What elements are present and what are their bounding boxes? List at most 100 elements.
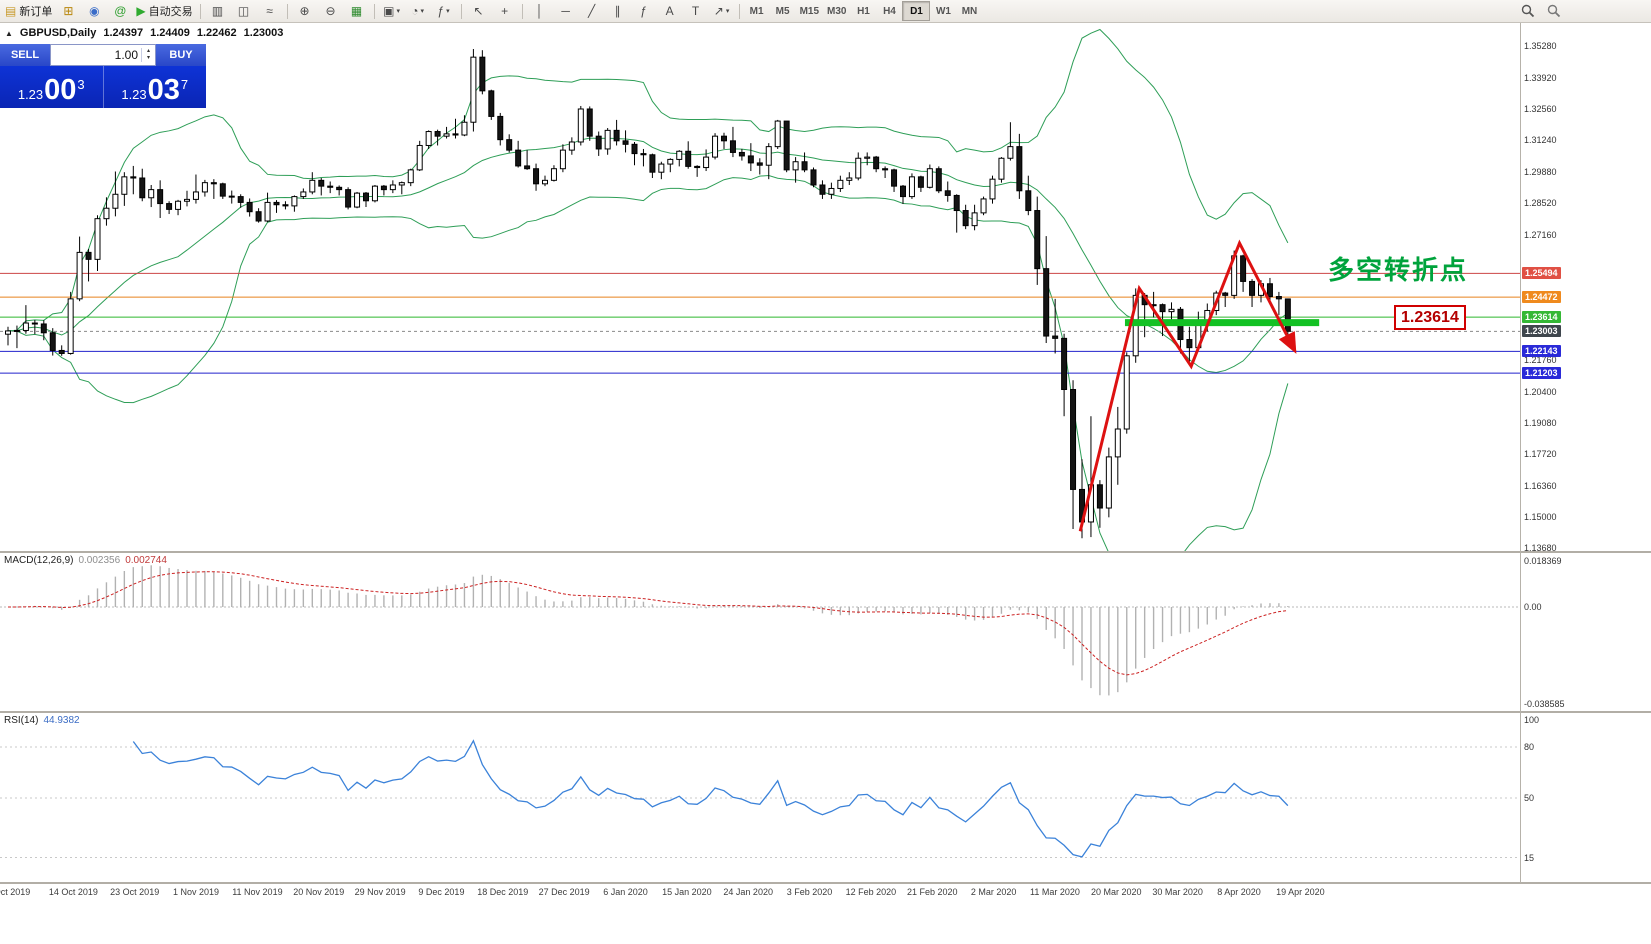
arrows-icon[interactable]: ↗ ▾ (713, 4, 730, 18)
timeframe-m1[interactable]: M1 (749, 5, 764, 17)
axis-label: 80 (1524, 742, 1535, 752)
price-tag: 1.22143 (1522, 345, 1561, 358)
volume-value[interactable]: 1.00 (114, 48, 138, 62)
turning-point-annotation[interactable]: 多空转折点 (1328, 255, 1469, 285)
date-label: 11 Nov 2019 (232, 887, 283, 897)
price-chart[interactable] (0, 23, 1520, 552)
volume-stepper: ▴ ▾ (141, 48, 155, 62)
autotrading-button[interactable]: ▶ 自动交易 (136, 4, 193, 18)
level-price-label[interactable]: 1.23614 (1394, 305, 1466, 330)
navigator-icon[interactable]: ◉ (81, 1, 107, 21)
axis-label: 1.19080 (1524, 417, 1557, 428)
arrows-icon: ↗ (713, 4, 724, 18)
price-tag: 1.23614 (1522, 311, 1561, 324)
date-label: Oct 2019 (0, 887, 31, 897)
charts-grid-icon[interactable]: ⊞ (55, 1, 81, 21)
sell-button[interactable]: SELL (0, 44, 50, 66)
volume-field[interactable]: 1.00 ▴ ▾ (50, 44, 156, 66)
timeframe-mn[interactable]: MN (961, 5, 978, 17)
indicators-icon[interactable]: ƒ ▾ (437, 4, 450, 18)
one-click-toggle-icon[interactable]: ▲ (5, 28, 13, 38)
axis-label: 0.00 (1524, 602, 1542, 612)
horizontal-line-icon[interactable]: ─ (553, 1, 579, 21)
volume-up-icon[interactable]: ▴ (146, 48, 150, 54)
new-chart-icon: ▣ (383, 4, 395, 18)
line-chart-icon[interactable]: ≈ (257, 1, 283, 21)
axis-label: 1.35280 (1524, 41, 1557, 51)
macd-value-main: 0.002356 (78, 555, 121, 566)
axis-label: 1.17720 (1524, 449, 1557, 460)
date-label: 20 Nov 2019 (293, 887, 345, 897)
cursor-icon: ↖ (473, 4, 484, 18)
profiles-icon[interactable]: ◔ ▾ (411, 4, 424, 18)
ohlc-high: 1.24409 (150, 27, 190, 39)
ohlc-open: 1.24397 (103, 27, 144, 39)
new-order-button: ▤ (5, 4, 17, 18)
text-label-icon[interactable]: T (683, 1, 709, 21)
candlestick-chart-icon[interactable]: ◫ (231, 1, 257, 21)
timeframe-h4[interactable]: H4 (883, 5, 896, 17)
date-label: 19 Apr 2020 (1276, 887, 1325, 897)
tile-windows-icon: ▦ (350, 4, 363, 18)
buy-button[interactable]: BUY (156, 44, 206, 66)
cursor-icon[interactable]: ↖ (466, 1, 492, 21)
trendline-icon[interactable]: ╱ (579, 1, 605, 21)
bar-chart-icon[interactable]: ▥ (205, 1, 231, 21)
axis-label: 50 (1524, 793, 1535, 803)
panel-separator[interactable] (0, 711, 1651, 713)
buy-price[interactable]: 1.23 03 7 (102, 66, 207, 108)
timeframe-m15[interactable]: M15 (799, 5, 820, 17)
terminal-icon[interactable]: @ (107, 1, 133, 21)
price-axis[interactable]: 1.35280 1.33920 1.32560 1.31240 1.29880 1.285… (1521, 0, 1651, 944)
text-icon[interactable]: A (657, 1, 683, 21)
axis-label: 1.13680 (1524, 543, 1557, 553)
date-label: 18 Dec 2019 (477, 887, 529, 897)
zoom-magnifier-icon[interactable] (1544, 1, 1564, 21)
date-label: 24 Jan 2020 (723, 887, 773, 897)
date-axis[interactable]: Oct 2019 14 Oct 2019 23 Oct 2019 1 Nov 2019… (0, 884, 1520, 902)
volume-down-icon[interactable]: ▾ (146, 55, 150, 61)
text-label-icon: T (691, 4, 700, 18)
zoom-out-icon[interactable]: ⊖ (318, 1, 344, 21)
navigator-icon: ◉ (89, 4, 100, 18)
timeframe-d1[interactable]: D1 (902, 1, 931, 21)
rsi-name: RSI(14) (4, 715, 39, 726)
date-label: 21 Feb 2020 (906, 887, 958, 897)
search-magnifier-icon[interactable] (1518, 1, 1538, 21)
timeframe-h1[interactable]: H1 (857, 5, 870, 17)
date-label: 20 Mar 2020 (1091, 887, 1142, 897)
new-order-button[interactable]: ▤ 新订单 (5, 4, 53, 18)
date-label: 12 Feb 2020 (845, 887, 897, 897)
date-label: 29 Nov 2019 (354, 887, 406, 897)
axis-label: 1.16360 (1524, 480, 1557, 491)
sell-price[interactable]: 1.23 00 3 (0, 66, 103, 108)
terminal-icon: @ (114, 4, 127, 18)
timeframe-m5[interactable]: M5 (775, 5, 790, 17)
price-tag: 1.23003 (1522, 325, 1561, 338)
crosshair-icon[interactable]: + (492, 1, 518, 21)
timeframe-w1[interactable]: W1 (935, 5, 951, 17)
zoom-in-icon[interactable]: ⊕ (292, 1, 318, 21)
date-label: 9 Dec 2019 (418, 887, 465, 897)
rsi-chart[interactable] (0, 712, 1520, 883)
tile-windows-icon[interactable]: ▦ (344, 1, 370, 21)
panel-separator[interactable] (0, 551, 1651, 553)
date-label: 11 Mar 2020 (1030, 887, 1080, 897)
axis-label: 1.31240 (1524, 134, 1557, 145)
fibonacci-icon: ƒ (640, 4, 647, 18)
ohlc-close: 1.23003 (243, 27, 284, 39)
buy-price-big: 03 (147, 74, 180, 106)
indicators-icon: ƒ (437, 4, 445, 18)
fibonacci-icon[interactable]: ƒ (631, 1, 657, 21)
vertical-line-icon[interactable]: │ (527, 1, 553, 21)
panel-separator[interactable] (0, 882, 1651, 884)
sell-price-sup: 3 (77, 77, 85, 92)
new-chart-icon[interactable]: ▣ ▾ (383, 4, 400, 18)
macd-chart[interactable] (0, 552, 1520, 712)
axis-label: 1.28520 (1524, 198, 1557, 209)
buy-price-small: 1.23 (121, 87, 147, 102)
sell-price-small: 1.23 (17, 87, 44, 102)
timeframe-m30[interactable]: M30 (827, 5, 847, 17)
channel-icon[interactable]: ∥ (605, 1, 631, 21)
date-label: 3 Feb 2020 (786, 887, 833, 897)
